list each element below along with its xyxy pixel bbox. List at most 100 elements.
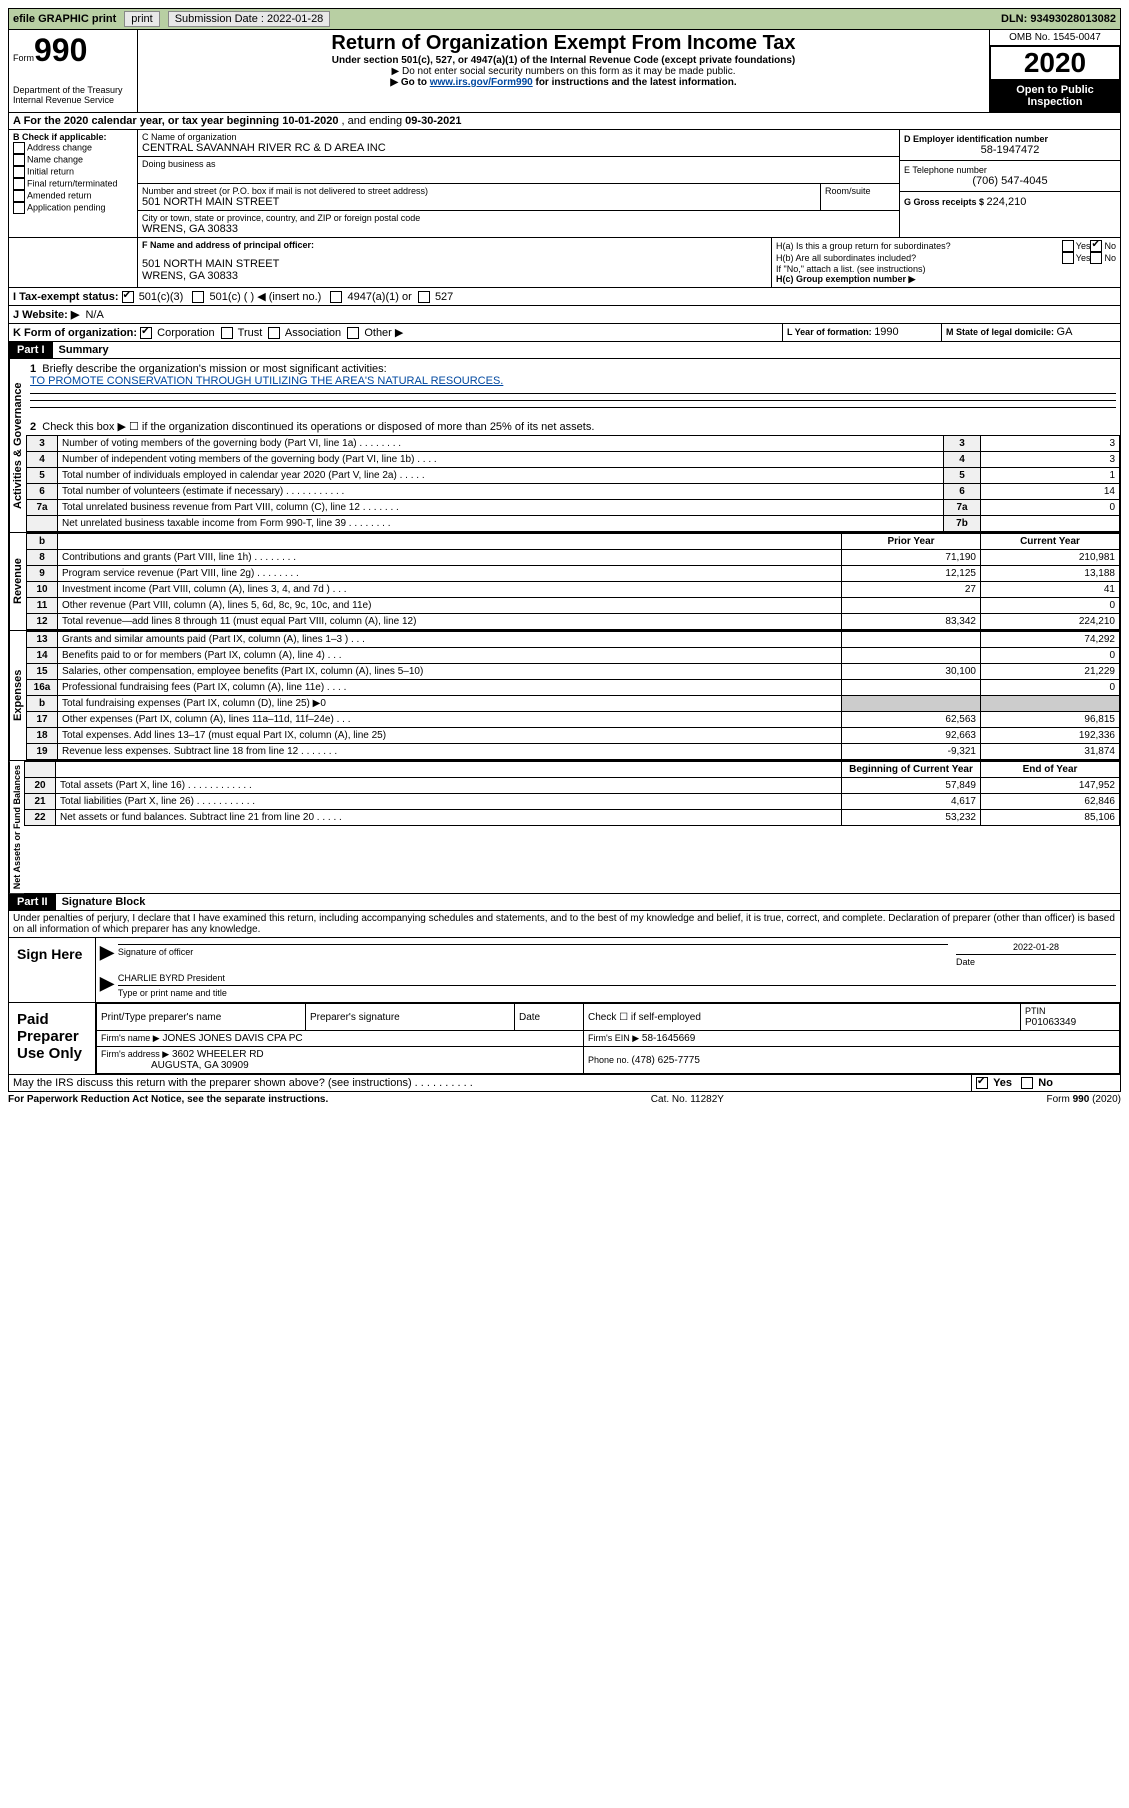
firm-address1: 3602 WHEELER RD (172, 1049, 264, 1060)
org-name: CENTRAL SAVANNAH RIVER RC & D AREA INC (142, 142, 895, 154)
table-row: 22Net assets or fund balances. Subtract … (25, 810, 1120, 826)
form-number: 990 (34, 32, 87, 68)
tax-year: 2020 (990, 46, 1120, 80)
table-row: 20Total assets (Part X, line 16) . . . .… (25, 778, 1120, 794)
hb-note: If "No," attach a list. (see instruction… (776, 264, 1116, 274)
org-info-row: B Check if applicable: Address change Na… (8, 130, 1121, 238)
dept-treasury: Department of the Treasury (13, 85, 133, 95)
table-row: 17Other expenses (Part IX, column (A), l… (27, 712, 1120, 728)
table-row: 6Total number of volunteers (estimate if… (27, 484, 1120, 500)
other-checkbox[interactable] (347, 327, 359, 339)
street-address: 501 NORTH MAIN STREET (142, 196, 816, 208)
c-name-label: C Name of organization (142, 132, 895, 142)
name-change-checkbox[interactable] (13, 154, 25, 166)
print-button[interactable]: print (124, 11, 159, 27)
form-title: Return of Organization Exempt From Incom… (142, 32, 985, 55)
ha-label: H(a) Is this a group return for subordin… (776, 241, 1062, 251)
hb-yes-checkbox[interactable] (1062, 252, 1074, 264)
current-year-header: Current Year (981, 534, 1120, 550)
line1-label: Briefly describe the organization's miss… (42, 363, 386, 375)
beg-year-header: Beginning of Current Year (842, 762, 981, 778)
instructions-link[interactable]: www.irs.gov/Form990 (430, 77, 533, 88)
footer-left: For Paperwork Reduction Act Notice, see … (8, 1094, 328, 1105)
penalties-text: Under penalties of perjury, I declare th… (8, 911, 1121, 938)
initial-return-checkbox[interactable] (13, 166, 25, 178)
amended-return-checkbox[interactable] (13, 190, 25, 202)
net-side-label: Net Assets or Fund Balances (9, 761, 24, 893)
part2-tag: Part II (9, 894, 56, 910)
mission-text: TO PROMOTE CONSERVATION THROUGH UTILIZIN… (30, 375, 503, 387)
table-row: 12Total revenue—add lines 8 through 11 (… (27, 614, 1120, 630)
table-row: Net unrelated business taxable income fr… (27, 516, 1120, 532)
sign-date-value: 2022-01-28 (956, 942, 1116, 952)
website-value: N/A (85, 309, 103, 321)
part1-tag: Part I (9, 342, 53, 358)
table-row: 13Grants and similar amounts paid (Part … (27, 632, 1120, 648)
table-row: 9Program service revenue (Part VIII, lin… (27, 566, 1120, 582)
hb-label: H(b) Are all subordinates included? (776, 253, 1062, 263)
table-row: 21Total liabilities (Part X, line 26) . … (25, 794, 1120, 810)
discuss-no-checkbox[interactable] (1021, 1077, 1033, 1089)
tax-year-line: A For the 2020 calendar year, or tax yea… (8, 113, 1121, 130)
expenses-side-label: Expenses (9, 631, 26, 760)
dln: DLN: 93493028013082 (1001, 13, 1116, 25)
corp-checkbox[interactable] (140, 327, 152, 339)
net-assets-section: Net Assets or Fund Balances Beginning of… (8, 761, 1121, 894)
signature-officer-label: Signature of officer (118, 947, 948, 957)
discuss-label: May the IRS discuss this return with the… (9, 1075, 972, 1091)
discuss-row: May the IRS discuss this return with the… (8, 1075, 1121, 1092)
k-label: K Form of organization: (13, 327, 137, 339)
table-row: 19Revenue less expenses. Subtract line 1… (27, 744, 1120, 760)
table-row: 11Other revenue (Part VIII, column (A), … (27, 598, 1120, 614)
part2-title: Signature Block (56, 894, 152, 910)
preparer-date-label: Date (515, 1004, 584, 1031)
sign-here-label: Sign Here (9, 938, 96, 1002)
l-label: L Year of formation: (787, 327, 874, 337)
subtitle-1: Under section 501(c), 527, or 4947(a)(1)… (142, 55, 985, 66)
g-gross-label: G Gross receipts $ (904, 197, 987, 207)
501c3-checkbox[interactable] (122, 291, 134, 303)
table-row: 16aProfessional fundraising fees (Part I… (27, 680, 1120, 696)
firm-name: JONES JONES DAVIS CPA PC (162, 1033, 302, 1044)
final-return-checkbox[interactable] (13, 178, 25, 190)
ein-value: 58-1947472 (904, 144, 1116, 156)
table-row: 5Total number of individuals employed in… (27, 468, 1120, 484)
501c-checkbox[interactable] (192, 291, 204, 303)
assoc-checkbox[interactable] (268, 327, 280, 339)
end-year-header: End of Year (981, 762, 1120, 778)
discuss-yes-checkbox[interactable] (976, 1077, 988, 1089)
self-employed-label: Check ☐ if self-employed (584, 1004, 1021, 1031)
address-change-checkbox[interactable] (13, 142, 25, 154)
submission-date-button[interactable]: Submission Date : 2022-01-28 (168, 11, 331, 27)
officer-name: CHARLIE BYRD President (118, 973, 1116, 983)
city-label: City or town, state or province, country… (142, 213, 895, 223)
year-formation: 1990 (874, 326, 898, 338)
527-checkbox[interactable] (418, 291, 430, 303)
application-pending-checkbox[interactable] (13, 202, 25, 214)
ha-no-checkbox[interactable] (1090, 240, 1102, 252)
expenses-table: 13Grants and similar amounts paid (Part … (26, 631, 1120, 760)
hb-no-checkbox[interactable] (1090, 252, 1102, 264)
footer-right: Form 990 (2020) (1047, 1094, 1121, 1105)
table-row: 15Salaries, other compensation, employee… (27, 664, 1120, 680)
ptin-value: P01063349 (1025, 1017, 1076, 1028)
type-print-label: Type or print name and title (118, 988, 1116, 998)
irs-label: Internal Revenue Service (13, 95, 133, 105)
ha-yes-checkbox[interactable] (1062, 240, 1074, 252)
e-phone-label: E Telephone number (904, 165, 1116, 175)
table-row: 7aTotal unrelated business revenue from … (27, 500, 1120, 516)
efile-label: efile GRAPHIC print (13, 13, 116, 25)
officer-row: F Name and address of principal officer:… (8, 238, 1121, 288)
officer-addr2: WRENS, GA 30833 (142, 270, 767, 282)
governance-table: 3Number of voting members of the governi… (26, 435, 1120, 532)
trust-checkbox[interactable] (221, 327, 233, 339)
table-row: 14Benefits paid to or for members (Part … (27, 648, 1120, 664)
firm-phone: (478) 625-7775 (632, 1055, 700, 1066)
room-suite-label: Room/suite (820, 184, 899, 210)
table-row: 18Total expenses. Add lines 13–17 (must … (27, 728, 1120, 744)
activities-side-label: Activities & Governance (9, 359, 26, 532)
4947-checkbox[interactable] (330, 291, 342, 303)
form-header: Form990 Department of the Treasury Inter… (8, 30, 1121, 113)
m-label: M State of legal domicile: (946, 327, 1057, 337)
print-preparer-label: Print/Type preparer's name (97, 1004, 306, 1031)
